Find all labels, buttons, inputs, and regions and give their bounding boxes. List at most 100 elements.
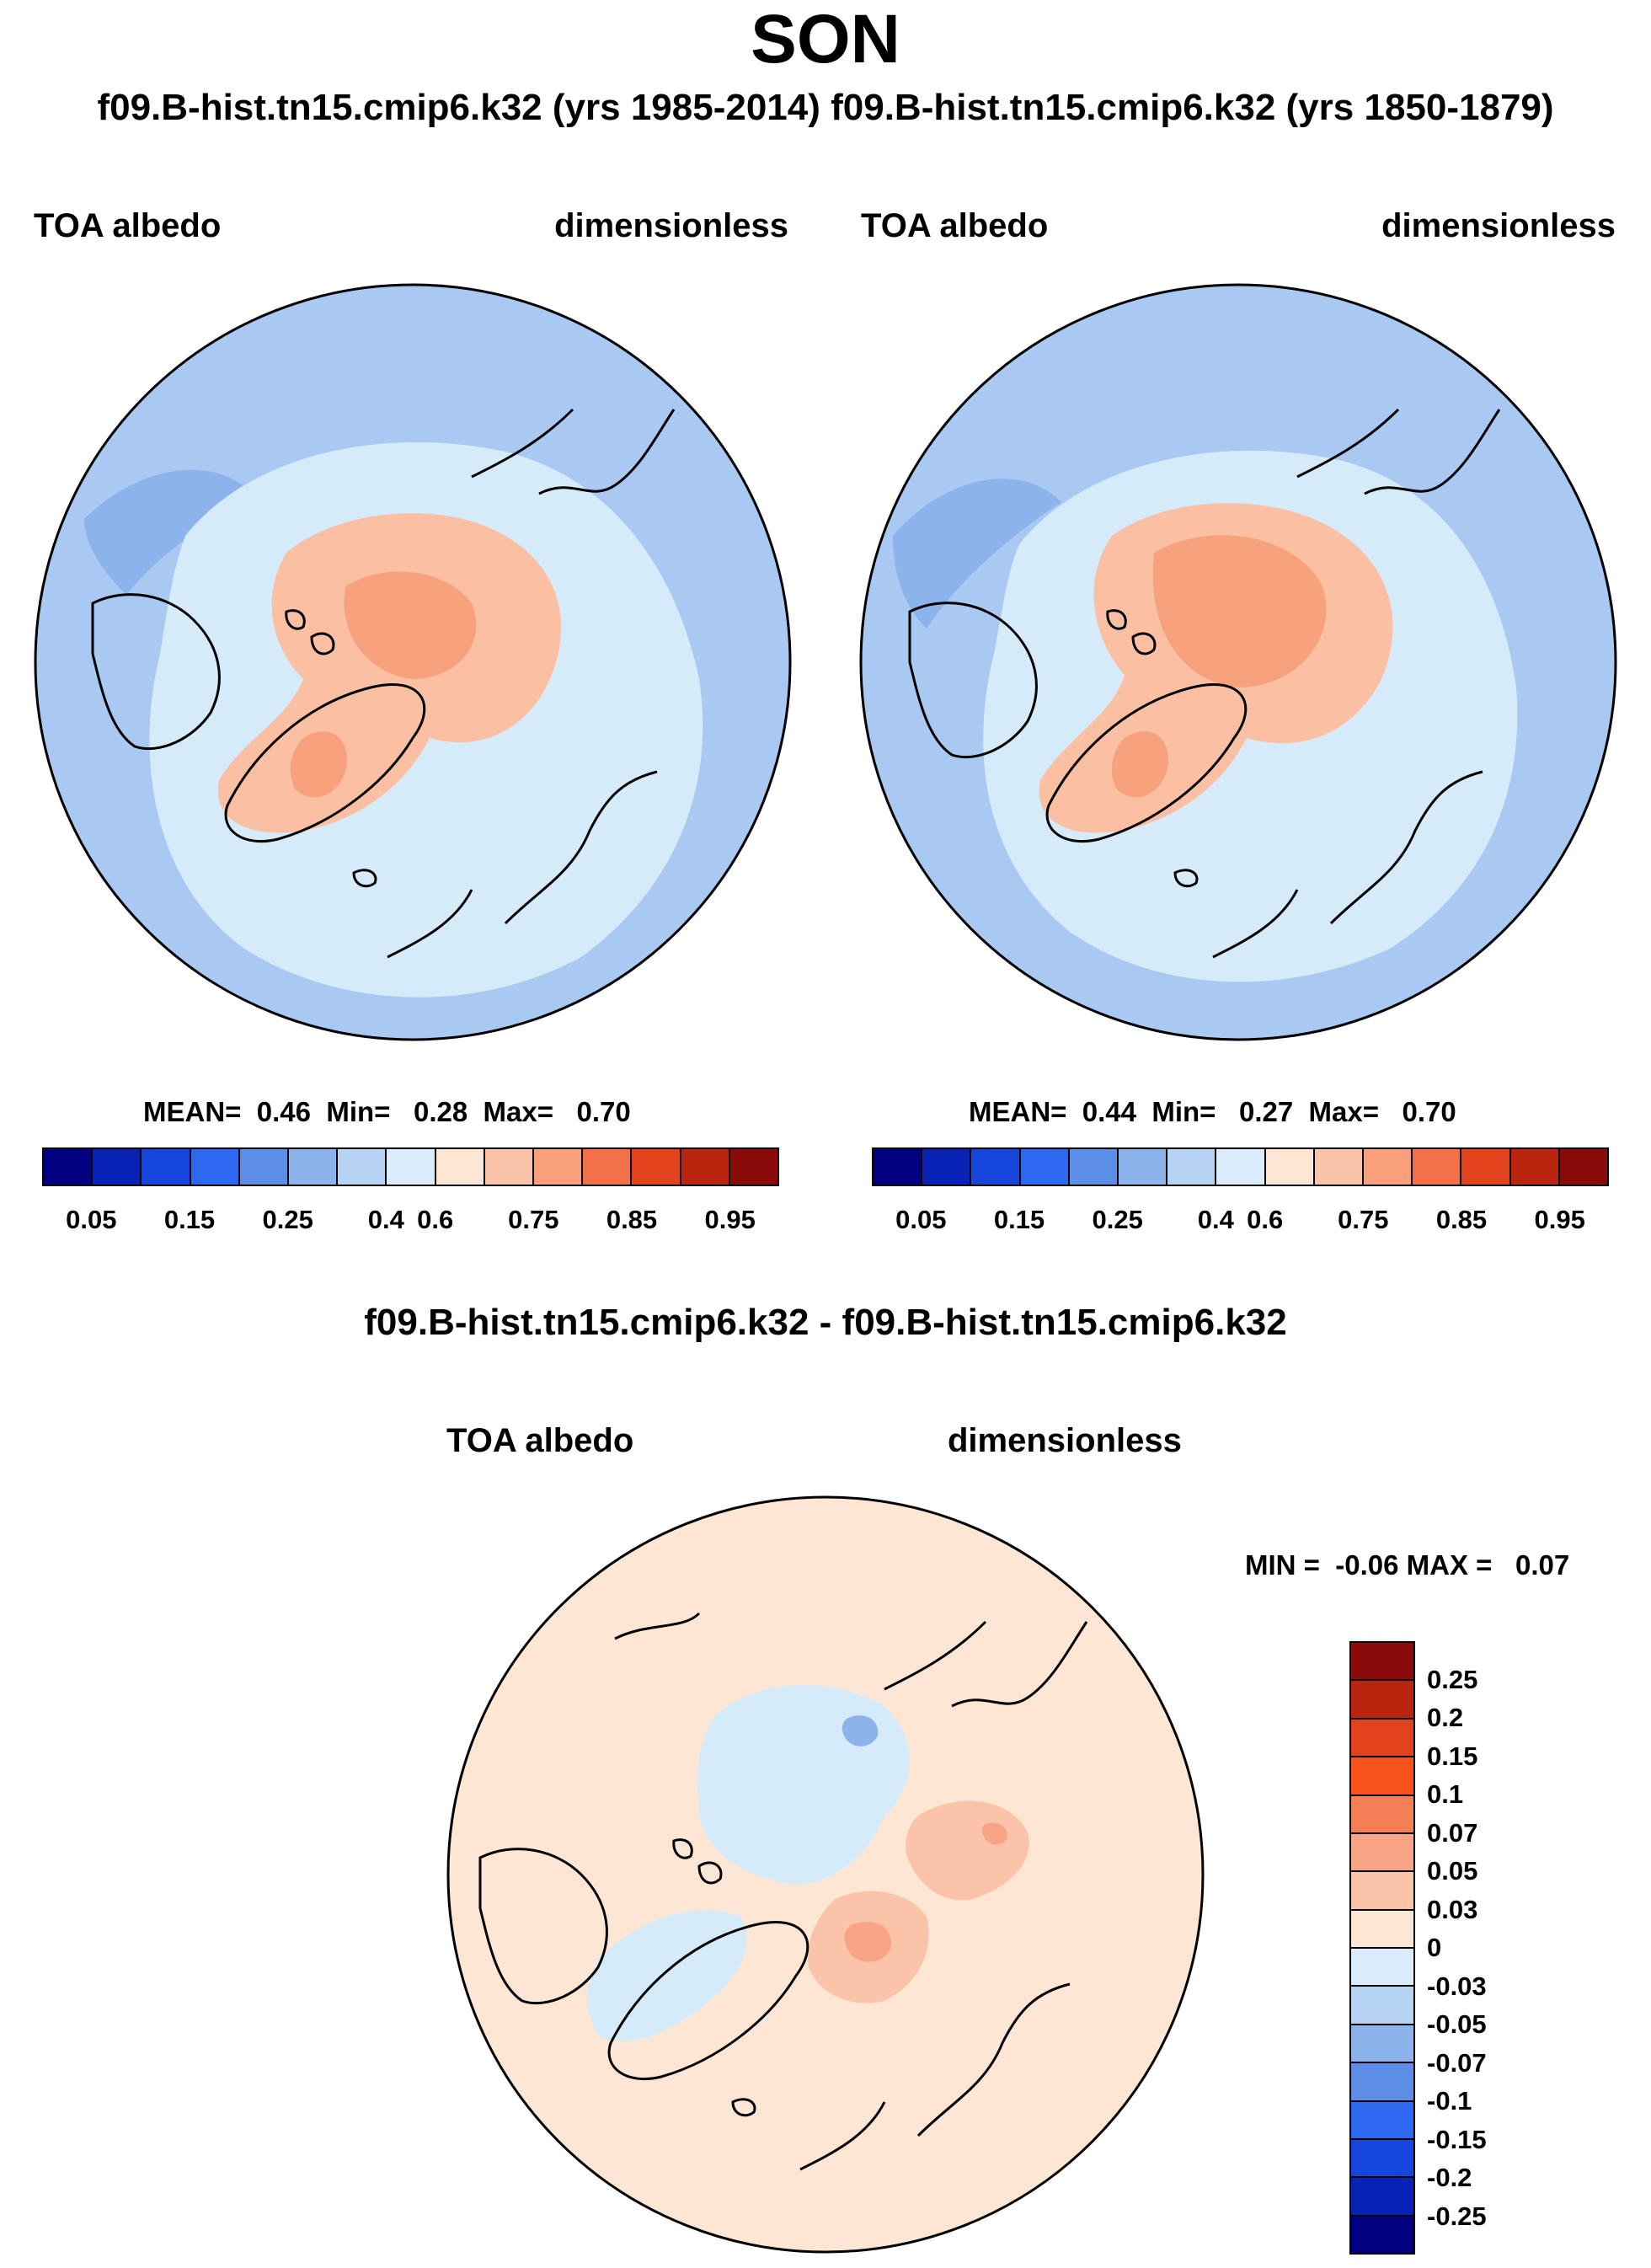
panel3-stats: MIN = -0.06 MAX = 0.07	[1245, 1549, 1569, 1582]
panel1-colorbar-tick-label: 0.85	[606, 1205, 658, 1234]
panel3-colorbar-swatch	[1351, 1910, 1413, 1949]
panel2-coastline-canada	[908, 602, 1038, 759]
panel1-colorbar-tick-label: 0.05	[66, 1205, 117, 1234]
panel3-colorbar-swatch	[1351, 1872, 1413, 1911]
panel1-colorbar-swatch	[729, 1149, 778, 1185]
panel3-min-label: MIN =	[1245, 1549, 1320, 1581]
panel2-colorbar-swatch	[1413, 1149, 1462, 1185]
panel2-colorbar-tick-label: 0.95	[1534, 1205, 1585, 1234]
panel1-colorbar-tick-label: 0.75	[508, 1205, 559, 1234]
panel2-greenland-core	[1111, 731, 1168, 798]
figure-subtitle: f09.B-hist.tn15.cmip6.k32 (yrs 1985-2014…	[97, 87, 1554, 128]
panel3-colorbar-swatch	[1351, 2139, 1413, 2179]
panel2-mid-blue-band	[893, 479, 1061, 629]
panel1-coastline-greenland	[224, 682, 426, 843]
panel3-colorbar-swatch	[1351, 2101, 1413, 2140]
panel1-colorbar	[42, 1147, 779, 1186]
panel1-colorbar-tick-label: 0.15	[163, 1205, 216, 1234]
panel3-units-label: dimensionless	[948, 1422, 1182, 1459]
panel2-coastline-eurasia	[1212, 408, 1501, 959]
panel3-colorbar-tick-label: 0.07	[1427, 1817, 1478, 1848]
panel2-mean-value: 0.44	[1082, 1096, 1137, 1127]
panel1-colorbar-tick-label: 0.6	[417, 1205, 454, 1234]
panel2-colorbar-tick-label: 0.75	[1338, 1205, 1389, 1234]
panel3-colorbar-swatch	[1351, 1795, 1413, 1834]
panel3-colorbar-tick-label: -0.25	[1427, 2201, 1487, 2231]
panel1-coastline-canada	[91, 593, 221, 751]
panel1-colorbar-tick-label: 0.4	[367, 1205, 404, 1234]
panel1-colorbar-swatch	[387, 1149, 436, 1185]
panel1-colorbar-swatch	[93, 1149, 142, 1185]
panel1-variable-label: TOA albedo	[34, 207, 222, 244]
panel2-min-value: 0.27	[1238, 1096, 1294, 1127]
panel3-colorbar-tick-label: -0.07	[1427, 2047, 1487, 2078]
panel3-colorbar-tick-label: 0.05	[1427, 1856, 1478, 1886]
panel3-colorbar-swatch	[1351, 1681, 1413, 1720]
panel2-colorbar-swatch	[1167, 1149, 1217, 1185]
panel3-colorbar-tick-label: 0.25	[1427, 1664, 1478, 1694]
panel2-colorbar-swatch	[1461, 1149, 1511, 1185]
panel3-colorbar-swatch	[1351, 1757, 1413, 1796]
panel2-colorbar-swatch	[1559, 1149, 1608, 1185]
panel1-colorbar-swatch	[239, 1149, 290, 1185]
panel2-colorbar-swatch	[1510, 1149, 1560, 1185]
panel1-colorbar-swatch	[190, 1149, 240, 1185]
panel1-units-label: dimensionless	[554, 207, 788, 244]
panel1-colorbar-swatch	[583, 1149, 633, 1185]
panel3-polar-map	[446, 1495, 1205, 2254]
panel2-max-label: Max=	[1308, 1096, 1380, 1127]
panel3-negative-core	[842, 1715, 879, 1746]
panel3-colorbar-swatch	[1351, 1833, 1413, 1873]
panel2-colorbar-tick-label: 0.25	[1092, 1205, 1143, 1234]
panel2-min-label: Min=	[1151, 1096, 1216, 1127]
panel1-max-value: 0.70	[576, 1096, 631, 1127]
panel1-colorbar-swatch	[289, 1149, 339, 1185]
panel2-stats: MEAN= 0.44 Min= 0.27 Max= 0.70	[969, 1095, 1456, 1129]
panel3-coastline-canada	[478, 1848, 608, 2005]
panel1-min-value: 0.28	[413, 1096, 468, 1127]
panel2-central-core	[1152, 535, 1327, 687]
panel1-polar-map	[34, 283, 792, 1041]
panel1-mean-value: 0.46	[256, 1096, 312, 1127]
panel1-colorbar-swatch	[142, 1149, 191, 1185]
panel3-colorbar-tick-label: 0	[1427, 1933, 1442, 1962]
panel2-colorbar-swatch	[1265, 1149, 1315, 1185]
panel3-colorbar-swatch	[1351, 2025, 1413, 2064]
panel3-colorbar-swatch	[1351, 2063, 1413, 2102]
panel3-max-label: MAX =	[1406, 1549, 1493, 1581]
panel2-colorbar-swatch	[1314, 1149, 1365, 1185]
panel1-coastline-islands	[285, 609, 377, 888]
panel3-colorbar-tick-label: 0.2	[1427, 1703, 1464, 1732]
panel2-colorbar-tick-label: 0.6	[1247, 1205, 1284, 1234]
panel2-polar-map	[859, 283, 1617, 1041]
panel1-greenland-core	[290, 731, 347, 798]
panel3-colorbar-swatch	[1351, 1643, 1413, 1682]
panel3-max-value: 0.07	[1515, 1549, 1570, 1581]
figure-title: SON	[751, 1, 900, 78]
panel3-min-value: -0.06	[1335, 1549, 1399, 1581]
panel2-coastline-islands	[1106, 609, 1199, 888]
panel3-colorbar-tick-label: -0.03	[1427, 1971, 1487, 2001]
panel2-max-value: 0.70	[1402, 1096, 1456, 1127]
panel2-units-label: dimensionless	[1381, 207, 1616, 244]
panel1-colorbar-tick-label: 0.25	[262, 1205, 313, 1234]
panel3-colorbar-tick-label: 0.1	[1427, 1779, 1464, 1809]
panel2-colorbar-swatch	[922, 1149, 972, 1185]
panel2-colorbar-swatch	[1364, 1149, 1413, 1185]
panel1-colorbar-tick-label: 0.95	[704, 1205, 756, 1234]
panel2-colorbar-swatch	[1216, 1149, 1266, 1185]
panel3-coastline-eurasia	[614, 1612, 1088, 2171]
panel1-max-label: Max=	[483, 1096, 554, 1127]
panel1-central-core	[344, 571, 477, 679]
panel2-colorbar-swatch	[874, 1149, 923, 1185]
panel1-coastline-eurasia	[387, 408, 676, 959]
panel3-colorbar-swatch	[1351, 2178, 1413, 2217]
panel3-colorbar-tick-label: 0.15	[1427, 1741, 1478, 1771]
panel2-mean-label: MEAN=	[969, 1096, 1067, 1127]
panel1-colorbar-swatch	[435, 1149, 485, 1185]
panel3-positive-spot	[981, 1822, 1007, 1845]
panel3-coastline-greenland	[607, 1920, 809, 2081]
panel3-colorbar-tick-label: -0.2	[1427, 2163, 1472, 2192]
panel1-colorbar-swatch	[681, 1149, 730, 1185]
panel2-colorbar-tick-label: 0.15	[993, 1205, 1045, 1234]
